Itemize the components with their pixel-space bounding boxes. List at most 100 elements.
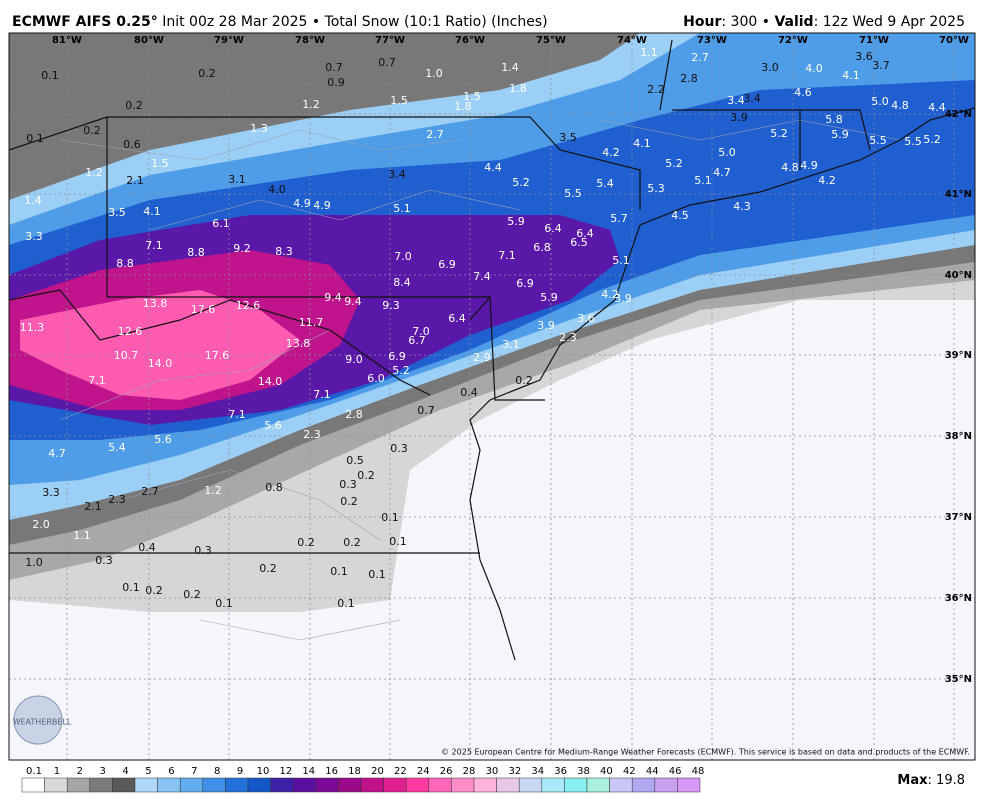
colorbar-label: 14 xyxy=(302,766,315,777)
colorbar-label: 5 xyxy=(145,766,151,777)
point-label: 12.6 xyxy=(118,325,143,338)
lon-label: 76°W xyxy=(455,35,485,46)
lon-label: 70°W xyxy=(939,35,969,46)
point-label: 3.0 xyxy=(761,61,779,74)
colorbar-swatch xyxy=(360,777,384,793)
point-label: 3.9 xyxy=(614,292,632,305)
point-label: 5.2 xyxy=(923,133,941,146)
point-label: 5.2 xyxy=(665,157,683,170)
point-label: 2.2 xyxy=(647,83,665,96)
point-label: 7.4 xyxy=(473,270,491,283)
lon-label: 80°W xyxy=(134,35,164,46)
point-label: 4.0 xyxy=(268,183,286,196)
point-label: 6.9 xyxy=(516,277,534,290)
point-label: 0.7 xyxy=(378,56,396,69)
point-label: 0.3 xyxy=(194,544,212,557)
point-label: 10.7 xyxy=(114,349,139,362)
colorbar-swatch xyxy=(451,777,475,793)
lat-label: 37°N xyxy=(945,512,972,523)
point-label: 3.5 xyxy=(559,131,577,144)
colorbar-swatch xyxy=(518,777,543,793)
colorbar-label: 28 xyxy=(463,766,476,777)
point-label: 2.0 xyxy=(32,518,50,531)
colorbar-label: 42 xyxy=(623,766,636,777)
point-label: 5.9 xyxy=(507,215,525,228)
point-label: 7.0 xyxy=(394,250,412,263)
map-frame xyxy=(8,32,976,761)
point-label: 14.0 xyxy=(258,375,283,388)
point-label: 4.8 xyxy=(781,161,799,174)
point-label: 6.5 xyxy=(570,236,588,249)
colorbar-swatch xyxy=(292,777,317,793)
colorbar-label: 12 xyxy=(279,766,292,777)
colorbar-label: 16 xyxy=(325,766,338,777)
point-label: 5.2 xyxy=(392,364,410,377)
point-label: 8.4 xyxy=(393,276,411,289)
point-label: 5.5 xyxy=(564,187,582,200)
lat-label: 35°N xyxy=(945,674,972,685)
point-label: 2.9 xyxy=(473,351,491,364)
logo-globe xyxy=(13,695,63,745)
point-label: 5.0 xyxy=(718,146,736,159)
point-label: 5.7 xyxy=(610,212,628,225)
point-label: 5.1 xyxy=(694,174,712,187)
max-label: Max xyxy=(897,773,928,788)
colorbar-swatch xyxy=(609,777,633,793)
point-label: 7.1 xyxy=(498,249,516,262)
colorbar-swatch xyxy=(654,777,678,793)
point-label: 5.4 xyxy=(596,177,614,190)
colorbar-label: 22 xyxy=(394,766,407,777)
point-label: 2.7 xyxy=(426,128,444,141)
point-label: 4.9 xyxy=(293,197,311,210)
point-label: 3.6 xyxy=(855,50,873,63)
title: ECMWF AIFS 0.25° xyxy=(12,14,158,30)
colorbar-swatch xyxy=(66,777,91,793)
point-label: 8.8 xyxy=(116,257,134,270)
point-label: 0.7 xyxy=(417,404,435,417)
point-label: 4.0 xyxy=(805,62,823,75)
point-label: 6.4 xyxy=(448,312,466,325)
point-label: 2.8 xyxy=(345,408,363,421)
state-boundaries xyxy=(9,39,871,554)
coastline xyxy=(469,107,975,661)
point-label: 7.1 xyxy=(145,239,163,252)
point-label: 1.4 xyxy=(501,61,519,74)
point-label: 0.1 xyxy=(26,132,44,145)
point-label: 1.0 xyxy=(425,67,443,80)
colorbar-swatch xyxy=(112,777,136,793)
point-label: 2.7 xyxy=(141,485,159,498)
colorbar-swatch xyxy=(586,777,610,793)
header-right: Hour: 300 • Valid: 12z Wed 9 Apr 2025 xyxy=(683,14,965,30)
header-left: ECMWF AIFS 0.25° Init 00z 28 Mar 2025 • … xyxy=(12,14,548,30)
point-label: 4.8 xyxy=(891,99,909,112)
point-label: 0.3 xyxy=(390,442,408,455)
lon-label: 72°W xyxy=(778,35,808,46)
max-value: : 19.8 xyxy=(928,773,965,788)
point-label: 0.1 xyxy=(122,581,140,594)
colorbar-swatch xyxy=(134,777,158,793)
point-label: 0.2 xyxy=(343,536,361,549)
colorbar-label: 48 xyxy=(692,766,705,777)
point-label: 11.3 xyxy=(20,321,45,334)
point-label: 0.1 xyxy=(337,597,355,610)
point-label: 3.1 xyxy=(502,338,520,351)
colorbar-swatch xyxy=(202,777,226,793)
colorbar-swatch xyxy=(496,777,520,793)
point-label: 7.1 xyxy=(88,374,106,387)
colorbar-swatch xyxy=(89,777,113,793)
colorbar-label: 9 xyxy=(237,766,243,777)
lon-label: 71°W xyxy=(859,35,889,46)
point-label: 4.7 xyxy=(713,166,731,179)
point-label: 4.5 xyxy=(671,209,689,222)
point-label: 5.1 xyxy=(393,202,411,215)
point-label: 0.2 xyxy=(125,99,143,112)
point-label: 4.9 xyxy=(313,199,331,212)
point-label: 6.4 xyxy=(576,227,594,240)
point-label: 3.1 xyxy=(228,173,246,186)
colorbar-swatch xyxy=(631,777,656,793)
colorbar-label: 44 xyxy=(646,766,659,777)
point-label: 6.8 xyxy=(533,241,551,254)
colorbar-label: 1 xyxy=(54,766,60,777)
point-label: 5.2 xyxy=(770,127,788,140)
lon-label: 74°W xyxy=(617,35,647,46)
